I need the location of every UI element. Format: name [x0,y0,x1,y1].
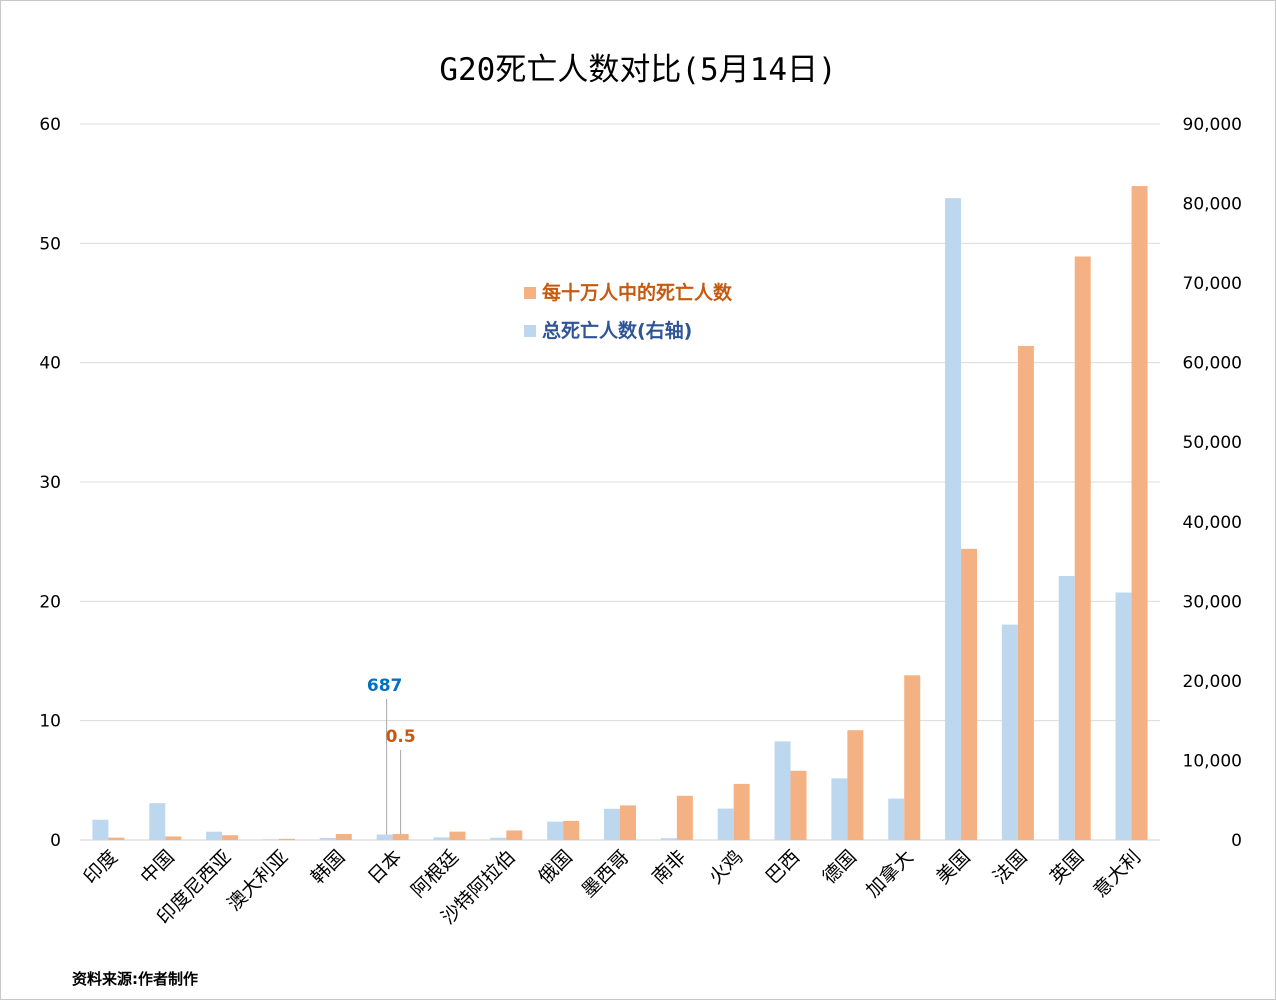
y-left-tick-label: 60 [39,115,61,135]
x-category-label: 加拿大 [861,845,918,902]
y-left-tick-label: 10 [39,712,61,732]
x-category-label: 法国 [989,846,1031,888]
bar-total-deaths [604,808,620,840]
x-category-label: 德国 [818,846,860,888]
x-category-label: 火鸡 [705,846,747,888]
x-category-label: 澳大利亚 [223,846,292,915]
y-right-tick-label: 50,000 [1183,433,1242,453]
bar-total-deaths [433,837,450,840]
bar-per-100k [222,835,239,840]
bar-per-100k [278,838,295,840]
source-note: 资料来源:作者制作 [72,970,198,988]
bar-total-deaths [1058,575,1075,840]
x-category-label: 意大利 [1089,846,1145,902]
x-category-label: 阿根廷 [407,846,463,902]
bar-per-100k [108,837,125,840]
bar-per-100k [733,783,750,840]
bar-per-100k [449,831,466,840]
bar-per-100k [1131,186,1148,840]
legend-item-total-deaths: 总死亡人数(右轴) [524,316,692,343]
bar-per-100k [506,830,523,840]
x-category-label: 印度 [80,846,122,888]
y-left-tick-label: 40 [39,354,61,374]
bar-total-deaths [92,819,109,840]
bar-total-deaths [1001,624,1018,840]
bar-per-100k [847,730,864,840]
bar-total-deaths [262,839,279,840]
legend-label-per-100k: 每十万人中的死亡人数 [542,282,733,304]
bar-per-100k [961,548,978,840]
chart-title: G20死亡人数对比(5月14日) [439,52,837,88]
bar-total-deaths [945,198,962,840]
legend-item-per-100k: 每十万人中的死亡人数 [524,278,732,305]
bar-total-deaths [490,837,507,840]
x-category-label: 俄国 [534,846,576,888]
data-label: 0.5 [386,727,416,747]
y-right-tick-label: 90,000 [1183,115,1242,135]
bar-total-deaths [1115,592,1132,840]
y-right-tick-label: 80,000 [1183,195,1242,215]
bar-total-deaths [774,741,791,840]
data-label: 687 [367,676,403,696]
x-category-label: 韩国 [307,846,349,888]
x-category-label: 美国 [932,846,974,888]
legend-swatch-per-100k [524,287,536,299]
bar-total-deaths [319,837,336,840]
bar-total-deaths [149,803,166,840]
bar-per-100k [165,836,182,840]
y-left-tick-label: 20 [39,592,61,612]
y-left-tick-label: 0 [50,831,61,851]
bar-per-100k [676,795,693,840]
y-left-tick-label: 30 [39,473,61,493]
y-right-tick-label: 10,000 [1183,751,1242,771]
bar-total-deaths [831,778,848,840]
y-right-tick-label: 20,000 [1183,672,1242,692]
y-right-tick-label: 30,000 [1183,592,1242,612]
bar-total-deaths [660,838,677,840]
y-right-tick-label: 0 [1231,831,1242,851]
bar-per-100k [563,820,580,840]
y-right-tick-label: 40,000 [1183,513,1242,533]
bar-total-deaths [376,834,393,840]
x-category-label: 墨西哥 [578,846,634,902]
bar-per-100k [1074,256,1091,841]
bar-per-100k [620,805,636,840]
bar-total-deaths [547,821,564,840]
bar-per-100k [392,834,409,840]
y-left-tick-label: 50 [39,234,61,254]
x-category-label: 南非 [648,846,690,888]
x-category-label: 中国 [136,846,178,888]
bar-per-100k [790,770,807,840]
bar-total-deaths [888,798,905,840]
x-category-label: 巴西 [762,846,804,888]
bar-total-deaths [206,831,223,840]
legend-swatch-total-deaths [524,325,536,337]
legend-label-total-deaths: 总死亡人数(右轴) [542,320,693,342]
y-right-tick-label: 60,000 [1183,354,1242,374]
bar-per-100k [1017,345,1034,840]
bar-per-100k [335,834,352,840]
x-category-label: 日本 [364,846,406,888]
bar-per-100k [904,675,921,840]
bar-total-deaths [717,808,734,840]
y-right-tick-label: 70,000 [1183,274,1242,294]
x-category-label: 英国 [1046,846,1088,888]
